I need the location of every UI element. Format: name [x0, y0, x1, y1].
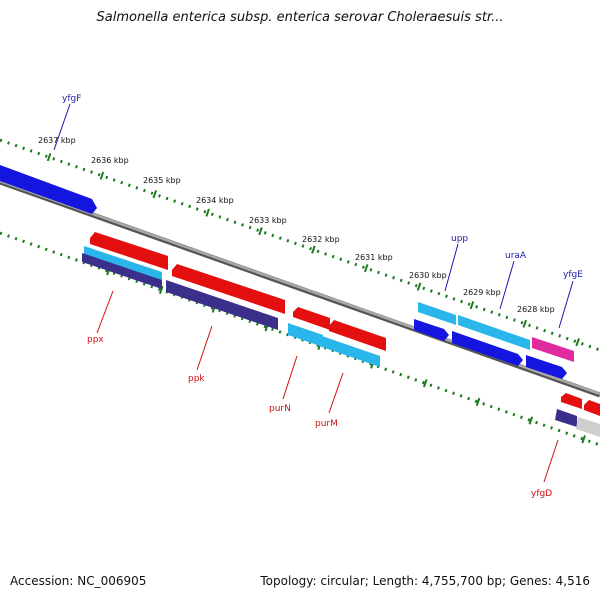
feature-purM-cds[interactable] — [322, 336, 380, 367]
major-tick — [469, 301, 475, 310]
gene-label-purN[interactable]: purN — [269, 404, 291, 414]
major-tick — [528, 416, 534, 425]
gene-label-ppk[interactable]: ppk — [188, 374, 205, 384]
feature-upp[interactable] — [414, 319, 449, 341]
feature-upp-cds[interactable] — [418, 302, 456, 325]
major-tick — [363, 264, 369, 273]
forward-gene-labels: yfgF upp uraA yfgE — [53, 94, 583, 329]
feature-ppx-upper[interactable] — [90, 232, 168, 270]
outer-tick-track — [0, 138, 600, 352]
leader-line-upp — [444, 243, 459, 292]
scale-label: 2636 kbp — [91, 156, 129, 165]
feature-ppx-cds[interactable] — [84, 246, 162, 282]
feature-uraA-cds[interactable] — [458, 315, 530, 350]
reverse-features — [82, 232, 600, 437]
scale-label: 2631 kbp — [355, 253, 393, 262]
scale-label: 2632 kbp — [302, 235, 340, 244]
major-tick — [575, 338, 580, 347]
feature-ppx[interactable] — [82, 253, 162, 289]
gene-label-yfgD[interactable]: yfgD — [531, 489, 552, 499]
scale-label: 2629 kbp — [463, 288, 501, 297]
map-title: Salmonella enterica subsp. enterica sero… — [96, 10, 504, 25]
topology-summary-text: Topology: circular; Length: 4,755,700 bp… — [260, 574, 590, 588]
scale-label: 2628 kbp — [517, 305, 555, 314]
scale-label: 2635 kbp — [143, 176, 181, 185]
feature-yfgE-cds[interactable] — [532, 337, 574, 362]
major-tick — [158, 285, 164, 295]
major-tick — [416, 282, 422, 291]
feature-uraA[interactable] — [452, 331, 523, 366]
outer-major-ticks — [46, 153, 580, 347]
feature-yfgD[interactable] — [555, 409, 577, 427]
feature-red-small-2[interactable] — [584, 400, 600, 416]
major-tick — [99, 171, 105, 180]
major-tick — [581, 435, 586, 444]
leader-line-yfgD — [543, 439, 559, 483]
leader-line-ppk — [196, 325, 213, 371]
feature-yfgF[interactable] — [0, 165, 97, 214]
leader-line-ppx — [96, 290, 114, 334]
leader-line-yfgE — [558, 280, 574, 329]
scale-label: 2634 kbp — [196, 196, 234, 205]
major-tick — [205, 208, 210, 217]
gene-label-yfgE[interactable]: yfgE — [563, 270, 583, 280]
accession-text: Accession: NC_006905 — [10, 574, 147, 588]
feature-purN-cds[interactable] — [288, 323, 323, 347]
gene-label-yfgF[interactable]: yfgF — [62, 94, 81, 104]
gene-label-uraA[interactable]: uraA — [505, 251, 527, 261]
outer-dotted-line — [0, 138, 600, 352]
feature-ppk-upper[interactable] — [172, 264, 285, 314]
leader-line-purN — [282, 355, 298, 400]
feature-gray[interactable] — [576, 417, 600, 437]
forward-features — [0, 165, 574, 379]
feature-ppk[interactable] — [166, 280, 278, 330]
feature-yfgE[interactable] — [526, 355, 567, 379]
leader-line-uraA — [499, 260, 515, 310]
major-tick — [475, 397, 481, 407]
feature-red-small-1[interactable] — [561, 393, 582, 409]
scale-label: 2630 kbp — [409, 271, 447, 280]
feature-purN-upper[interactable] — [293, 307, 330, 330]
major-tick — [522, 319, 528, 328]
major-tick — [258, 227, 263, 236]
major-tick — [422, 379, 428, 388]
gene-label-upp[interactable]: upp — [451, 234, 468, 244]
feature-purM-upper[interactable] — [329, 320, 386, 351]
major-tick — [311, 245, 316, 254]
leader-line-purM — [328, 372, 344, 414]
gene-label-ppx[interactable]: ppx — [87, 335, 104, 345]
major-tick — [152, 190, 158, 199]
reverse-gene-labels: ppx ppk purN purM yfgD — [87, 290, 559, 499]
leader-line-yfgF — [53, 103, 71, 151]
scale-label: 2633 kbp — [249, 216, 287, 225]
gene-label-purM[interactable]: purM — [315, 419, 338, 429]
major-tick — [46, 153, 52, 162]
